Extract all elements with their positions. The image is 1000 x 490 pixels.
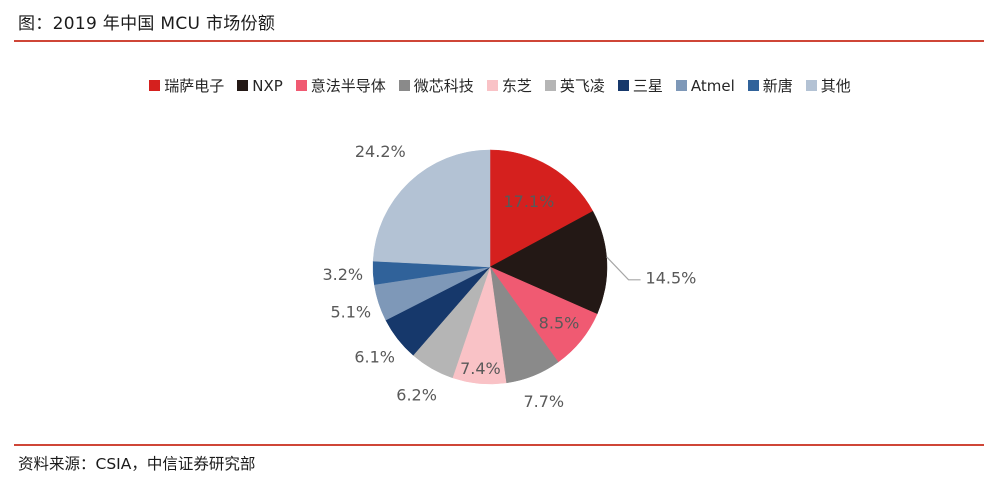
legend-label: 其他	[820, 77, 851, 95]
slice-label-1: 14.5%	[646, 268, 697, 287]
legend-label: 东芝	[501, 77, 532, 95]
slice-label-9: 24.2%	[355, 142, 406, 161]
slice-label-6: 6.1%	[354, 348, 395, 367]
legend-swatch-icon	[295, 80, 307, 91]
legend-swatch-icon	[237, 80, 249, 91]
legend-label: 意法半导体	[310, 77, 386, 95]
legend-label: Atmel	[690, 76, 735, 95]
pie-slice-9	[372, 149, 491, 268]
legend-label: 英飞凌	[559, 77, 605, 95]
slice-label-5: 6.2%	[396, 385, 437, 404]
legend-item-9: 其他	[805, 75, 851, 96]
legend-item-7: Atmel	[675, 76, 735, 95]
legend-item-2: 意法半导体	[295, 75, 386, 96]
legend-item-3: 微芯科技	[398, 75, 474, 96]
legend-item-8: 新唐	[747, 75, 793, 96]
legend-swatch-icon	[149, 80, 161, 91]
slice-label-4: 7.4%	[460, 359, 501, 378]
slice-label-8: 3.2%	[322, 265, 363, 284]
legend-item-5: 英飞凌	[544, 75, 605, 96]
pie-slice-0	[489, 149, 594, 268]
figure-title: 图：2019 年中国 MCU 市场份额	[18, 14, 276, 34]
label-leader-line	[606, 256, 641, 281]
legend-swatch-icon	[486, 80, 498, 91]
top-divider-line	[14, 40, 984, 42]
legend-swatch-icon	[617, 80, 629, 91]
legend-label: 三星	[632, 77, 663, 95]
legend-swatch-icon	[805, 80, 817, 91]
slice-label-3: 7.7%	[523, 392, 564, 411]
legend-item-1: NXP	[237, 77, 283, 95]
legend-swatch-icon	[398, 80, 410, 91]
legend-label: NXP	[252, 76, 283, 95]
bottom-divider-line	[14, 444, 984, 446]
legend-item-4: 东芝	[486, 75, 532, 96]
legend: 瑞萨电子 NXP 意法半导体 微芯科技 东芝 英飞凌 三星 Atmel 新唐 其他	[0, 75, 1000, 96]
slice-label-7: 5.1%	[330, 302, 371, 321]
legend-label: 瑞萨电子	[164, 77, 225, 95]
legend-item-0: 瑞萨电子	[149, 75, 224, 96]
slice-label-2: 8.5%	[539, 314, 580, 333]
legend-swatch-icon	[675, 80, 687, 91]
legend-swatch-icon	[747, 80, 759, 91]
legend-item-6: 三星	[617, 75, 663, 96]
legend-label: 微芯科技	[413, 77, 474, 95]
legend-swatch-icon	[544, 80, 556, 91]
legend-label: 新唐	[762, 77, 793, 95]
pie-slice-1	[489, 210, 608, 315]
source-note: 资料来源：CSIA，中信证券研究部	[18, 455, 256, 473]
slice-label-0: 17.1%	[503, 192, 554, 211]
